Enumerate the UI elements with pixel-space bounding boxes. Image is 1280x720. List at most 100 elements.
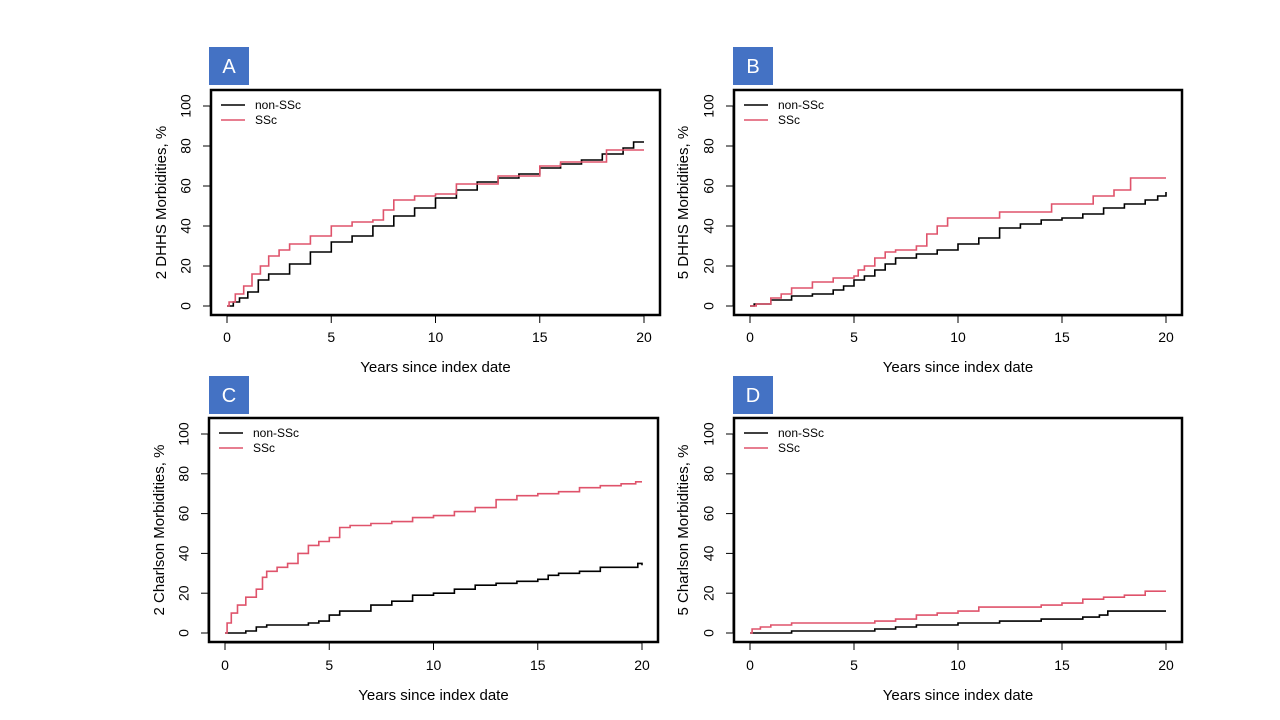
x-tick-label: 20 bbox=[634, 657, 650, 673]
x-axis-title: Years since index date bbox=[358, 687, 508, 704]
x-tick-label: 10 bbox=[950, 657, 966, 673]
series-line-ssc bbox=[750, 177, 1166, 307]
y-tick-label: 100 bbox=[176, 422, 192, 446]
x-tick-label: 15 bbox=[1054, 329, 1070, 345]
x-tick-label: 10 bbox=[950, 329, 966, 345]
x-axis: 0 5 10 15 20 Years since index date bbox=[223, 315, 652, 376]
y-tick-label: 20 bbox=[701, 258, 717, 274]
y-tick-label: 0 bbox=[178, 302, 194, 310]
plot-frame bbox=[732, 88, 1184, 317]
legend-label: SSc bbox=[255, 113, 277, 127]
series-line-ssc bbox=[225, 481, 642, 634]
y-axis-title: 2 Charlson Morbidities, % bbox=[151, 445, 168, 616]
y-tick-label: 40 bbox=[701, 218, 717, 234]
y-tick-label: 60 bbox=[178, 178, 194, 194]
x-tick-label: 0 bbox=[221, 657, 229, 673]
plot-frame bbox=[207, 416, 660, 644]
x-axis: 0 5 10 15 20 Years since index date bbox=[746, 642, 1174, 704]
y-tick-label: 40 bbox=[178, 218, 194, 234]
series-line-ssc bbox=[227, 149, 644, 307]
x-tick-label: 20 bbox=[1158, 329, 1174, 345]
y-axis: 0 20 40 60 80 100 2 Charlson Morbidities, % bbox=[151, 422, 209, 637]
y-axis: 0 20 40 60 80 100 5 Charlson Morbidities, % bbox=[675, 422, 734, 637]
x-tick-label: 20 bbox=[1158, 657, 1174, 673]
y-tick-label: 80 bbox=[701, 138, 717, 154]
x-tick-label: 10 bbox=[428, 329, 444, 345]
panel-label-box bbox=[209, 376, 249, 414]
legend-label: non-SSc bbox=[778, 426, 824, 440]
panel-label-box bbox=[209, 47, 249, 85]
y-tick-label: 40 bbox=[176, 545, 192, 561]
chart-panel-a: A 0 5 10 15 20 Years since index date 0 20 40 60 80… bbox=[153, 47, 662, 376]
y-axis-title: 5 DHHS Morbidities, % bbox=[675, 126, 692, 279]
panel-label: C bbox=[222, 385, 236, 407]
legend-label: SSc bbox=[778, 441, 800, 455]
x-axis-title: Years since index date bbox=[360, 359, 510, 376]
x-axis: 0 5 10 15 20 Years since index date bbox=[221, 642, 650, 704]
x-axis-title: Years since index date bbox=[883, 687, 1033, 704]
panel-label-badge: C bbox=[209, 376, 249, 414]
x-tick-label: 0 bbox=[746, 329, 754, 345]
y-tick-label: 40 bbox=[701, 545, 717, 561]
y-tick-label: 60 bbox=[176, 506, 192, 522]
chart-panel-d: D 0 5 10 15 20 Years since index date 0 20 40 60 80… bbox=[675, 376, 1184, 704]
x-tick-label: 0 bbox=[746, 657, 754, 673]
y-tick-label: 80 bbox=[178, 138, 194, 154]
panel-label: D bbox=[746, 385, 760, 407]
y-tick-label: 100 bbox=[178, 94, 194, 118]
panel-label-badge: A bbox=[209, 47, 249, 85]
x-axis-title: Years since index date bbox=[883, 359, 1033, 376]
y-axis: 0 20 40 60 80 100 2 DHHS Morbidities, % bbox=[153, 94, 211, 310]
x-tick-label: 20 bbox=[636, 329, 652, 345]
series-line-non-ssc bbox=[750, 192, 1167, 307]
legend-label: SSc bbox=[253, 441, 275, 455]
y-tick-label: 100 bbox=[701, 422, 717, 446]
panel-label-badge: B bbox=[733, 47, 773, 85]
y-tick-label: 0 bbox=[701, 629, 717, 637]
series-line-non-ssc bbox=[227, 141, 644, 307]
x-tick-label: 15 bbox=[532, 329, 548, 345]
y-tick-label: 80 bbox=[701, 466, 717, 482]
y-tick-label: 20 bbox=[701, 585, 717, 601]
y-axis-title: 5 Charlson Morbidities, % bbox=[675, 445, 692, 616]
x-tick-label: 5 bbox=[850, 329, 858, 345]
x-tick-label: 5 bbox=[325, 657, 333, 673]
y-tick-label: 60 bbox=[701, 506, 717, 522]
x-tick-label: 0 bbox=[223, 329, 231, 345]
y-tick-label: 0 bbox=[701, 302, 717, 310]
legend-label: non-SSc bbox=[253, 426, 299, 440]
y-axis-title: 2 DHHS Morbidities, % bbox=[153, 126, 170, 279]
y-tick-label: 0 bbox=[176, 629, 192, 637]
y-tick-label: 80 bbox=[176, 466, 192, 482]
panel-label: B bbox=[746, 56, 759, 78]
x-axis: 0 5 10 15 20 Years since index date bbox=[746, 315, 1174, 376]
panel-label: A bbox=[222, 56, 236, 78]
series-line-non-ssc bbox=[750, 610, 1166, 634]
x-tick-label: 5 bbox=[850, 657, 858, 673]
y-tick-label: 20 bbox=[176, 585, 192, 601]
panel-label-box bbox=[733, 376, 773, 414]
series-line-non-ssc bbox=[225, 562, 643, 634]
y-tick-label: 100 bbox=[701, 94, 717, 118]
legend-label: SSc bbox=[778, 113, 800, 127]
x-tick-label: 15 bbox=[1054, 657, 1070, 673]
x-tick-label: 15 bbox=[530, 657, 546, 673]
x-tick-label: 10 bbox=[426, 657, 442, 673]
y-tick-label: 60 bbox=[701, 178, 717, 194]
chart-panel-b: B 0 5 10 15 20 Years since index date 0 20 40 60 80… bbox=[675, 47, 1184, 376]
plot-frame bbox=[209, 88, 662, 317]
legend-label: non-SSc bbox=[255, 98, 301, 112]
chart-panel-c: C 0 5 10 15 20 Years since index date 0 20 40 60 80… bbox=[151, 376, 660, 704]
x-tick-label: 5 bbox=[327, 329, 335, 345]
legend-label: non-SSc bbox=[778, 98, 824, 112]
plot-frame bbox=[732, 416, 1184, 644]
y-axis: 0 20 40 60 80 100 5 DHHS Morbidities, % bbox=[675, 94, 734, 310]
y-tick-label: 20 bbox=[178, 258, 194, 274]
series-line-ssc bbox=[750, 590, 1166, 634]
panel-label-box bbox=[733, 47, 773, 85]
